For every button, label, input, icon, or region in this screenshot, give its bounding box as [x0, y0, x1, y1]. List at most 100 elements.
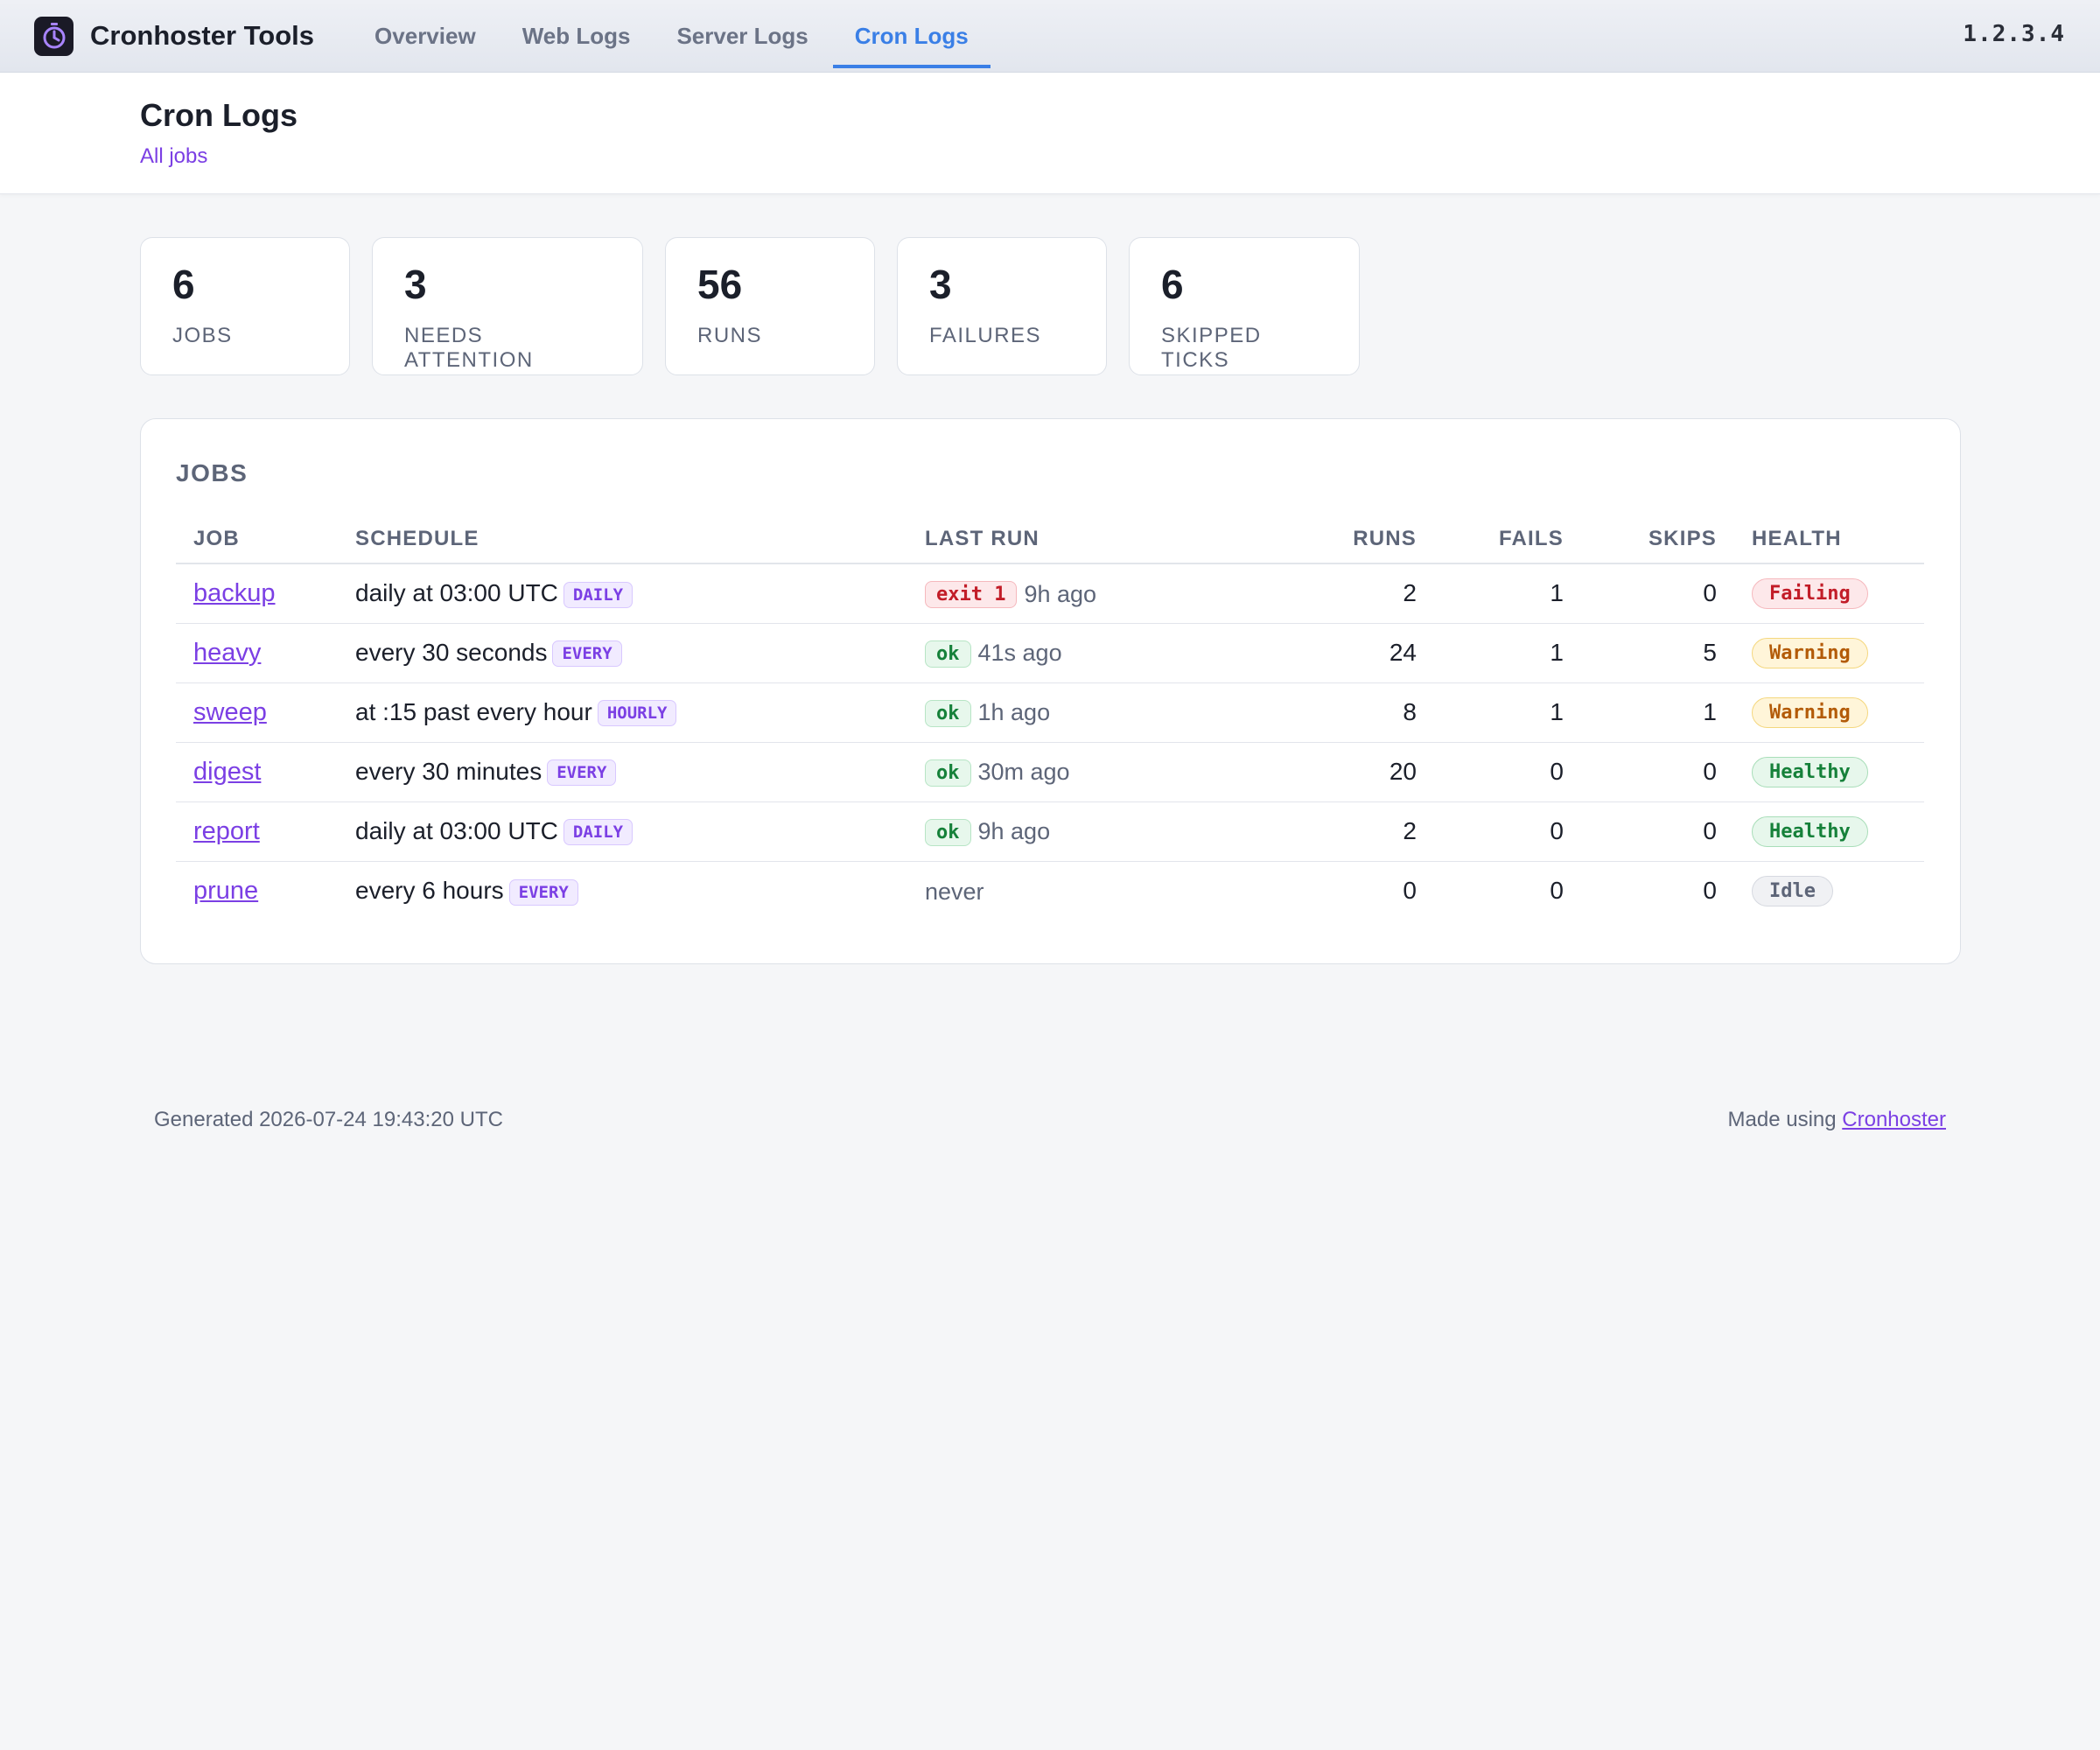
job-link[interactable]: backup	[193, 578, 276, 607]
stat-value: 3	[404, 262, 427, 307]
footer: Generated 2026-07-24 19:43:20 UTC Made u…	[154, 1108, 1946, 1132]
fails-count: 1	[1550, 698, 1564, 725]
last-run-ago: never	[925, 878, 984, 905]
schedule-text: every 6 hours	[355, 876, 504, 904]
table-row: report daily at 03:00 UTC DAILY ok 9h ago …	[176, 802, 1924, 862]
column-header-fails[interactable]: FAILS	[1417, 515, 1564, 564]
last-run-status-badge: ok	[925, 818, 971, 846]
schedule-text: daily at 03:00 UTC	[355, 578, 558, 606]
last-run-ago: 41s ago	[977, 640, 1062, 667]
brand-name: Cronhoster Tools	[90, 20, 315, 51]
fails-count: 0	[1550, 817, 1564, 844]
last-run-status-badge: ok	[925, 699, 971, 727]
health-badge: Warning	[1752, 638, 1868, 668]
last-run-status-badge: exit 1	[925, 580, 1018, 608]
fails-count: 0	[1550, 758, 1564, 785]
health-badge: Warning	[1752, 697, 1868, 728]
cronhoster-link[interactable]: Cronhoster	[1842, 1108, 1946, 1131]
skips-count: 5	[1703, 639, 1717, 666]
schedule-text: every 30 seconds	[355, 638, 548, 666]
column-header-job[interactable]: JOB	[176, 515, 338, 564]
job-link[interactable]: report	[193, 816, 260, 845]
stat-card-jobs: 6 JOBS	[140, 237, 350, 375]
health-badge: Failing	[1752, 578, 1868, 610]
made-using-prefix: Made using	[1727, 1108, 1837, 1131]
schedule-text: at :15 past every hour	[355, 697, 592, 725]
schedule-kind-badge: DAILY	[563, 581, 634, 608]
job-link[interactable]: prune	[193, 876, 259, 905]
table-row: backup daily at 03:00 UTC DAILY exit 1 9h …	[176, 564, 1924, 624]
stat-card-needs-attention: 3 NEEDS ATTENTION	[372, 237, 643, 375]
stat-value: 6	[1161, 262, 1184, 307]
brand[interactable]: Cronhoster Tools	[34, 16, 315, 56]
skips-count: 0	[1703, 758, 1717, 785]
stat-value: 6	[172, 262, 195, 307]
page-title: Cron Logs	[140, 97, 298, 133]
stat-label: SKIPPED TICKS	[1161, 324, 1262, 372]
all-jobs-link[interactable]: All jobs	[140, 144, 208, 168]
runs-count: 24	[1389, 639, 1417, 666]
table-row: digest every 30 minutes EVERY ok 30m ago 2…	[176, 742, 1924, 802]
column-header-last-run[interactable]: LAST RUN	[907, 515, 1152, 564]
nav-tabs: Overview Web Logs Server Logs Cron Logs	[353, 0, 993, 72]
page-header: Cron Logs All jobs	[0, 73, 2100, 194]
jobs-table: JOB SCHEDULE LAST RUN RUNS FAILS SKIPS H…	[176, 515, 1924, 920]
table-row: sweep at :15 past every hour HOURLY ok 1h …	[176, 682, 1924, 743]
job-link[interactable]: sweep	[193, 697, 267, 726]
column-header-schedule[interactable]: SCHEDULE	[338, 515, 907, 564]
skips-count: 1	[1703, 698, 1717, 725]
fails-count: 1	[1550, 639, 1564, 666]
table-header-row: JOB SCHEDULE LAST RUN RUNS FAILS SKIPS H…	[176, 515, 1924, 564]
schedule-text: daily at 03:00 UTC	[355, 816, 558, 844]
stat-label: RUNS	[697, 324, 763, 347]
fails-count: 1	[1550, 579, 1564, 607]
schedule-kind-badge: EVERY	[552, 640, 622, 668]
health-badge: Healthy	[1752, 816, 1868, 847]
schedule-kind-badge: EVERY	[547, 760, 617, 787]
runs-count: 8	[1403, 698, 1417, 725]
table-row: heavy every 30 seconds EVERY ok 41s ago 24…	[176, 623, 1924, 683]
stat-value: 56	[697, 262, 743, 307]
schedule-text: every 30 minutes	[355, 757, 542, 785]
last-run-ago: 30m ago	[977, 759, 1070, 786]
column-header-skips[interactable]: SKIPS	[1564, 515, 1717, 564]
last-run-status-badge: ok	[925, 640, 971, 668]
stat-card-failures: 3 FAILURES	[897, 237, 1107, 375]
skips-count: 0	[1703, 877, 1717, 905]
runs-count: 2	[1403, 817, 1417, 844]
tab-cron-logs[interactable]: Cron Logs	[832, 0, 990, 72]
top-navigation: Cronhoster Tools Overview Web Logs Serve…	[0, 0, 2100, 73]
table-row: prune every 6 hours EVERY never 0 0 0 Idl…	[176, 861, 1924, 920]
jobs-card: JOBS JOB SCHEDULE LAST RUN RUNS FAILS SK…	[140, 418, 1961, 964]
job-link[interactable]: digest	[193, 757, 262, 786]
runs-count: 2	[1403, 579, 1417, 607]
generated-timestamp: Generated 2026-07-24 19:43:20 UTC	[154, 1108, 503, 1131]
stat-value: 3	[929, 262, 952, 307]
runs-count: 20	[1389, 758, 1417, 785]
stat-label: FAILURES	[929, 324, 1042, 347]
version-label: 1.2.3.4	[1963, 21, 2065, 47]
job-link[interactable]: heavy	[193, 638, 262, 667]
tab-web-logs[interactable]: Web Logs	[522, 22, 631, 49]
last-run-ago: 9h ago	[977, 818, 1051, 845]
stat-label: JOBS	[172, 324, 233, 347]
stat-label: NEEDS ATTENTION	[404, 324, 534, 372]
schedule-kind-badge: HOURLY	[597, 700, 677, 727]
skips-count: 0	[1703, 817, 1717, 844]
jobs-card-title: JOBS	[176, 459, 248, 486]
tab-server-logs[interactable]: Server Logs	[676, 22, 808, 49]
tab-overview[interactable]: Overview	[374, 22, 476, 49]
last-run-ago: 1h ago	[977, 699, 1051, 726]
schedule-kind-badge: DAILY	[563, 819, 634, 846]
health-badge: Healthy	[1752, 757, 1868, 788]
column-header-runs[interactable]: RUNS	[1152, 515, 1417, 564]
stopwatch-icon	[34, 16, 74, 56]
skips-count: 0	[1703, 579, 1717, 607]
last-run-ago: 9h ago	[1024, 580, 1097, 607]
column-header-health[interactable]: HEALTH	[1717, 515, 1924, 564]
runs-count: 0	[1403, 877, 1417, 905]
schedule-kind-badge: EVERY	[508, 878, 578, 906]
health-badge: Idle	[1752, 876, 1833, 907]
stat-card-skipped-ticks: 6 SKIPPED TICKS	[1129, 237, 1360, 375]
made-using: Made using Cronhoster	[1728, 1108, 1946, 1132]
